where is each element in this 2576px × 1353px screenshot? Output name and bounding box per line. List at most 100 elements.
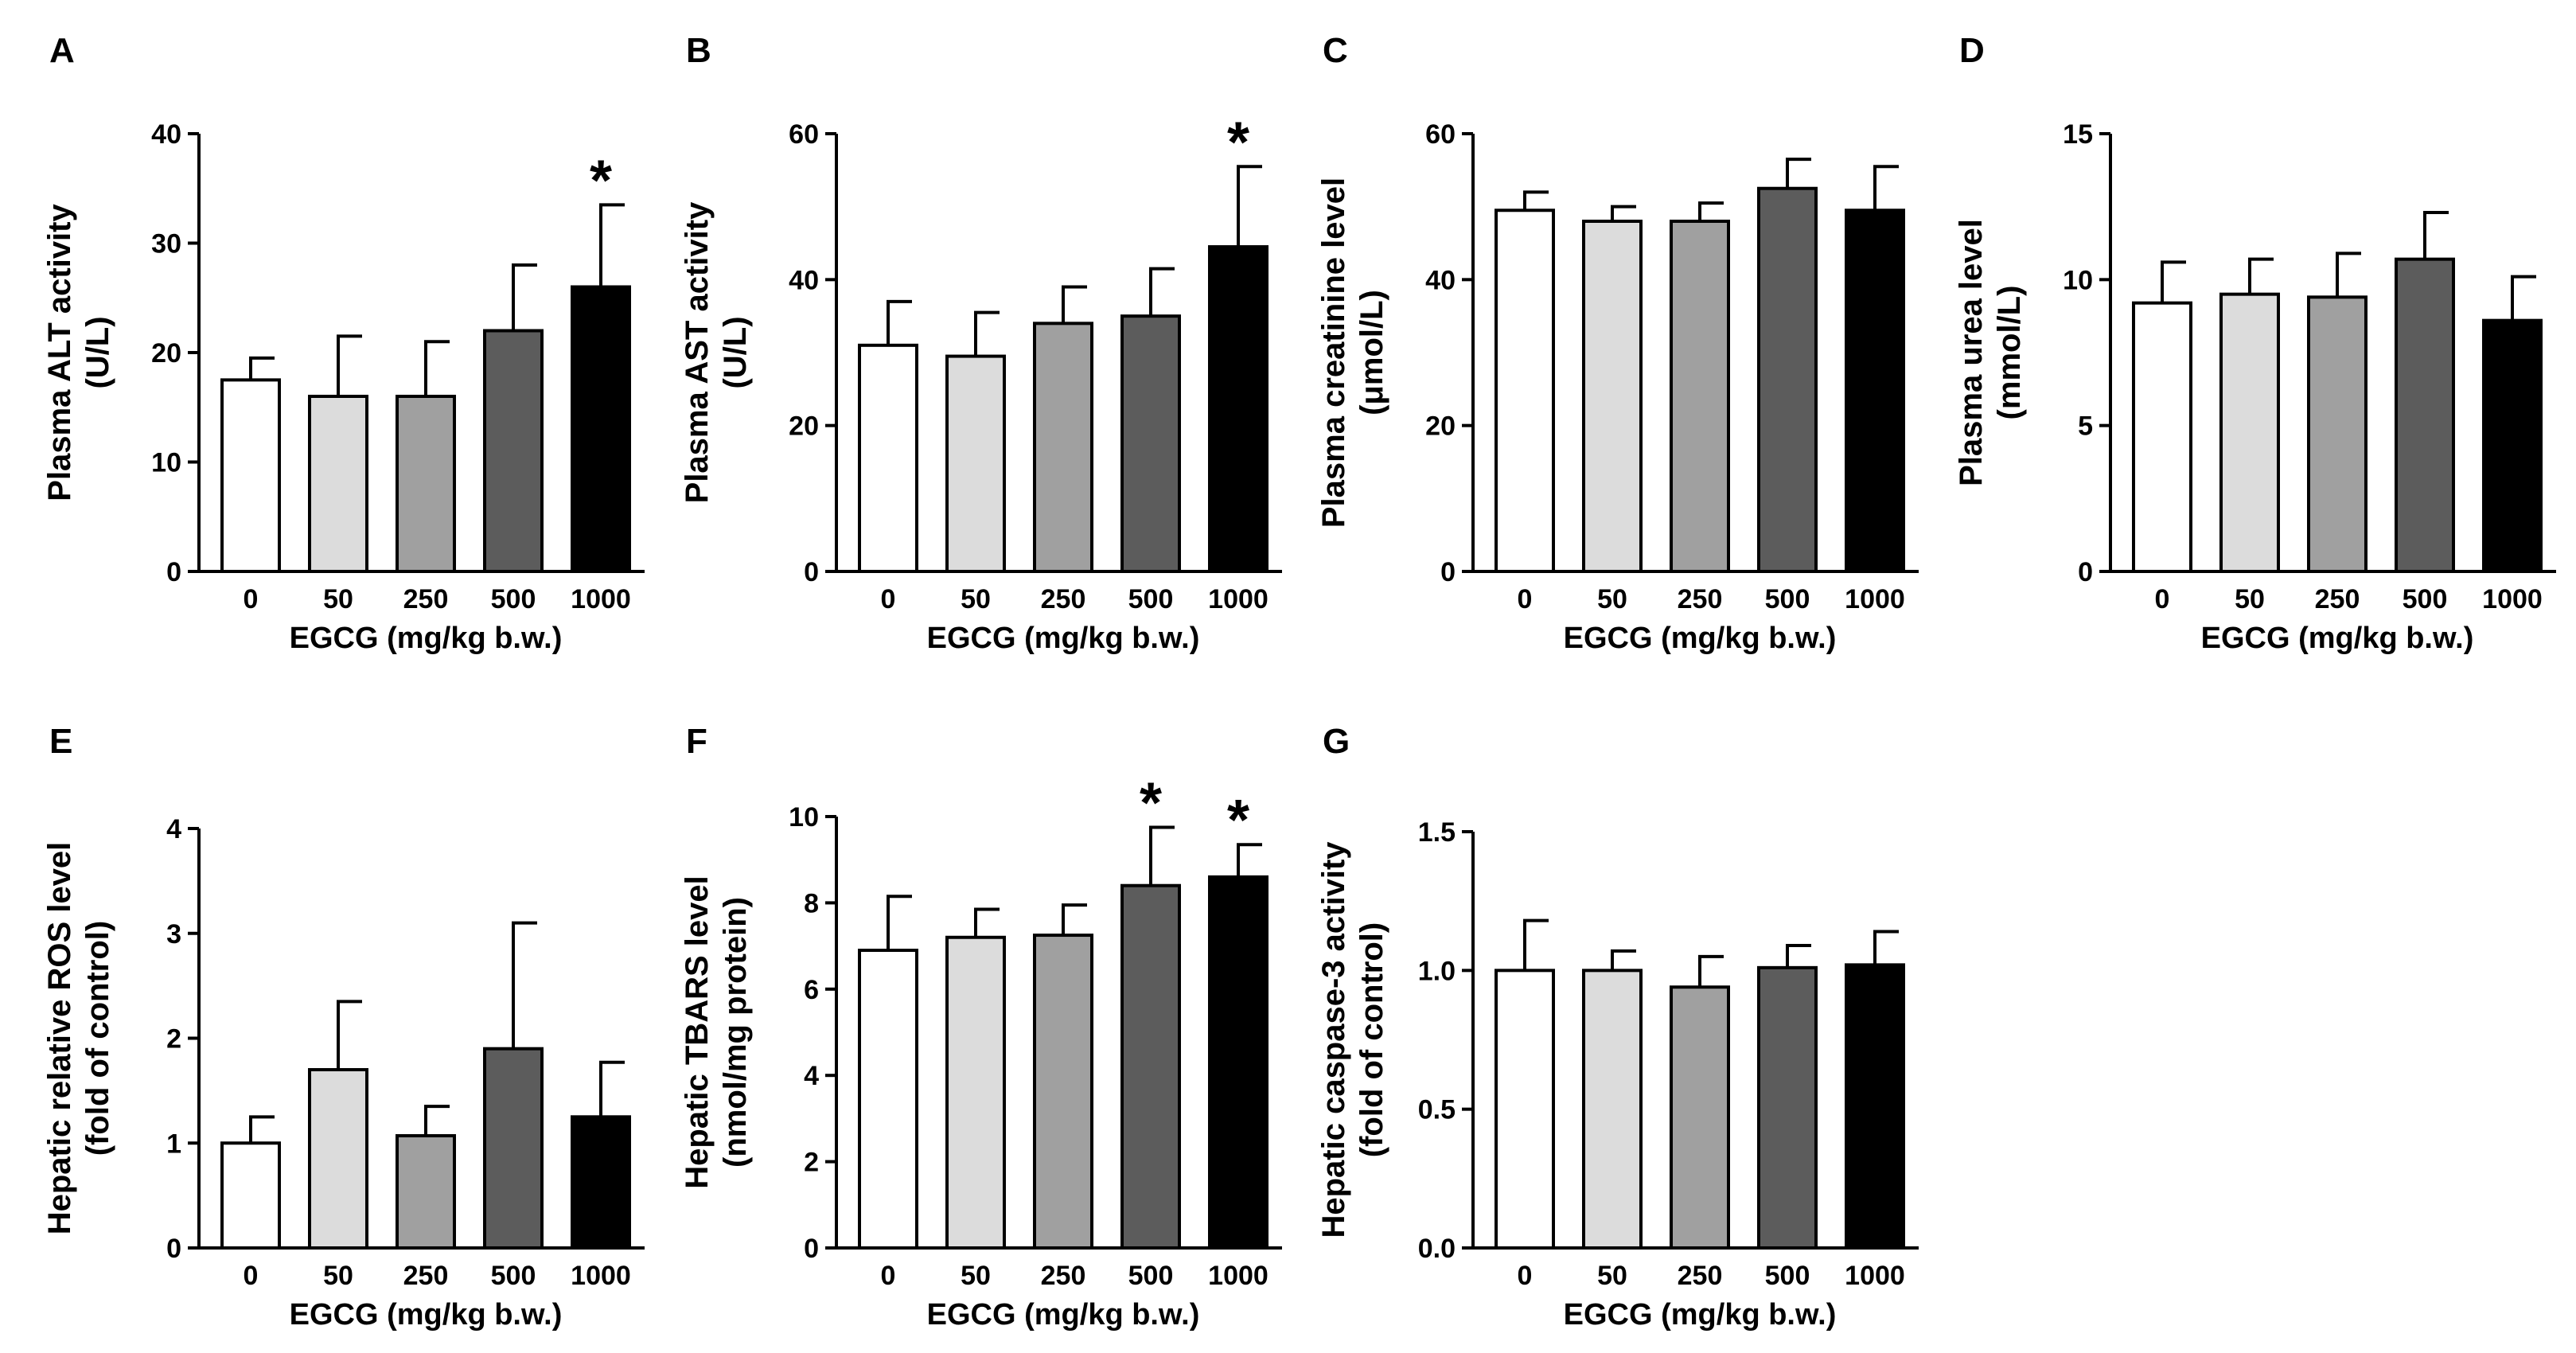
error-bar xyxy=(424,340,450,396)
panel-a: A 0 10 20 30 40 Plasma ALT activity (U/L) 0 50 250… xyxy=(42,31,645,655)
x-tick-label: 250 xyxy=(1041,584,1086,614)
x-axis-title: EGCG (mg/kg b.w.) xyxy=(290,1298,563,1332)
x-tick-label: 1000 xyxy=(571,584,631,614)
bar xyxy=(1757,965,1818,1250)
error-bar xyxy=(2161,260,2186,303)
y-tick-label: 60 xyxy=(1425,119,1456,150)
bar xyxy=(308,1068,368,1250)
y-tick-label: 2 xyxy=(166,1024,181,1055)
bar xyxy=(1582,969,1643,1250)
y-axis-title: (U/L) xyxy=(718,316,753,388)
error-bar xyxy=(2511,275,2536,321)
error-bar xyxy=(1149,825,1175,886)
bar xyxy=(571,1115,631,1250)
x-tick-label: 250 xyxy=(403,584,449,614)
bar xyxy=(1120,883,1181,1250)
bar xyxy=(2132,301,2192,573)
x-tick-label: 0 xyxy=(1518,1261,1533,1291)
x-tick-label: 50 xyxy=(323,1261,353,1291)
error-bar xyxy=(1873,930,1899,965)
x-tick-label: 50 xyxy=(1597,584,1627,614)
panel-c: C 0 20 40 60 Plasma creatinine level (μmol/L) 0… xyxy=(1316,31,1919,655)
error-bar xyxy=(599,1060,625,1117)
y-axis-title: Hepatic relative ROS level xyxy=(42,842,77,1235)
y-tick-label: 0 xyxy=(1440,557,1456,587)
x-axis-title: EGCG (mg/kg b.w.) xyxy=(2201,622,2474,655)
x-axis-title: EGCG (mg/kg b.w.) xyxy=(927,622,1200,655)
panel-f: F 0 2 4 6 8 10 Hepatic TBARS level (nmol/mg prot… xyxy=(680,722,1282,1332)
x-tick-label: 250 xyxy=(1041,1261,1086,1291)
bar xyxy=(1670,220,1730,573)
y-tick-label: 0 xyxy=(804,1234,819,1264)
y-tick-label: 1.5 xyxy=(1418,817,1456,848)
y-tick-label: 20 xyxy=(1425,411,1456,442)
error-bar xyxy=(1237,843,1262,877)
x-tick-label: 500 xyxy=(1128,1261,1174,1291)
panel-b: B 0 20 40 60 Plasma AST activity (U/L) 0 50 250 50… xyxy=(680,31,1282,655)
y-axis-title: (mmol/L) xyxy=(1992,286,2027,420)
error-bar xyxy=(1237,165,1262,248)
y-axis-title: Plasma creatinine level xyxy=(1316,177,1351,528)
significance-marker: * xyxy=(1227,789,1249,852)
x-tick-label: 0 xyxy=(2155,584,2170,614)
x-tick-label: 50 xyxy=(323,584,353,614)
error-bar xyxy=(2423,211,2449,259)
y-axis-title: (U/L) xyxy=(80,316,115,388)
error-bar xyxy=(1698,201,1724,221)
y-tick-label: 4 xyxy=(804,1061,819,1091)
bar xyxy=(1845,963,1905,1250)
significance-marker: * xyxy=(1140,772,1162,836)
error-bar xyxy=(249,356,275,380)
x-tick-label: 0 xyxy=(1518,584,1533,614)
error-bar xyxy=(887,299,912,345)
x-tick-label: 500 xyxy=(1128,584,1174,614)
panel-g: G 0.0 0.5 1.0 1.5 Hepatic caspase-3 activity(… xyxy=(1316,722,1919,1332)
error-bar xyxy=(512,263,537,331)
panel-label: D xyxy=(1959,31,1985,70)
y-axis-title: (nmol/mg protein) xyxy=(718,897,753,1168)
bar xyxy=(220,378,281,573)
bar xyxy=(220,1141,281,1250)
error-bar xyxy=(1786,943,1811,968)
error-bar xyxy=(1523,918,1549,971)
x-tick-label: 0 xyxy=(881,1261,896,1291)
bar xyxy=(1670,985,1730,1250)
y-tick-label: 1.0 xyxy=(1418,956,1456,986)
x-tick-label: 1000 xyxy=(1208,584,1269,614)
bar xyxy=(2307,295,2368,573)
error-bar xyxy=(1062,285,1087,324)
y-tick-label: 0 xyxy=(2078,557,2093,587)
error-bar xyxy=(599,203,625,287)
x-tick-label: 1000 xyxy=(1845,584,1905,614)
y-tick-label: 20 xyxy=(151,338,181,368)
bar xyxy=(2482,318,2543,573)
bar xyxy=(1208,245,1269,573)
y-axis-title: (fold of control) xyxy=(1354,922,1389,1157)
bar xyxy=(1495,969,1555,1250)
y-tick-label: 60 xyxy=(789,119,819,150)
y-tick-label: 0.5 xyxy=(1418,1095,1456,1125)
y-axis-title: Hepatic TBARS level xyxy=(680,875,715,1188)
x-tick-label: 500 xyxy=(1765,584,1810,614)
error-bar xyxy=(2336,251,2361,298)
y-axis-title: Plasma urea level xyxy=(1954,219,1989,486)
x-tick-label: 250 xyxy=(1678,1261,1723,1291)
error-bar xyxy=(337,1000,362,1070)
x-tick-label: 250 xyxy=(403,1261,449,1291)
error-bar xyxy=(1523,190,1549,211)
error-bar xyxy=(1149,267,1175,317)
y-tick-label: 5 xyxy=(2078,411,2093,442)
panel-label: E xyxy=(49,722,72,761)
y-tick-label: 8 xyxy=(804,888,819,918)
x-tick-label: 0 xyxy=(881,584,896,614)
y-tick-label: 10 xyxy=(2063,265,2093,295)
x-tick-label: 50 xyxy=(1597,1261,1627,1291)
y-tick-label: 30 xyxy=(151,229,181,259)
bar xyxy=(1120,314,1181,573)
bar xyxy=(396,1134,456,1250)
x-tick-label: 500 xyxy=(1765,1261,1810,1291)
bar xyxy=(2219,292,2280,573)
panel-label: B xyxy=(686,31,711,70)
bar xyxy=(1208,875,1269,1250)
